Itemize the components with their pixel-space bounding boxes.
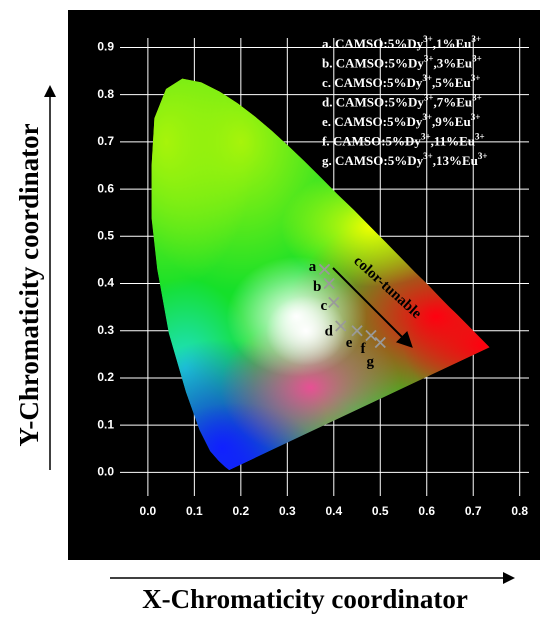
legend-text: ,1%Eu (433, 36, 472, 51)
y-tick-label: 0.3 (97, 323, 114, 337)
legend-text: b. CAMSO:5%Dy (322, 55, 424, 70)
legend-entry: b. CAMSO:5%Dy3+,3%Eu3+ (322, 54, 482, 71)
legend-superscript: 3+ (472, 93, 482, 103)
y-tick-label: 0.7 (97, 134, 114, 148)
point-label: a (309, 259, 317, 275)
y-axis-title: Y-Chromaticity coordinator (14, 123, 44, 446)
legend-text: e. CAMSO:5%Dy (322, 114, 423, 129)
legend-superscript: 3+ (424, 54, 434, 64)
legend-text: ,7%Eu (433, 94, 472, 109)
legend-superscript: 3+ (422, 73, 432, 83)
legend-superscript: 3+ (471, 34, 481, 44)
legend-entry: g. CAMSO:5%Dy3+,13%Eu3+ (322, 151, 488, 168)
legend-superscript: 3+ (471, 112, 481, 122)
legend-text: ,13%Eu (433, 153, 478, 168)
legend-superscript: 3+ (472, 54, 482, 64)
x-tick-label: 0.0 (140, 504, 157, 518)
legend-text: ,3%Eu (433, 55, 472, 70)
point-label: e (346, 335, 353, 351)
point-label: b (313, 279, 321, 295)
x-tick-label: 0.5 (372, 504, 389, 518)
point-label: c (320, 298, 327, 314)
x-tick-label: 0.3 (279, 504, 296, 518)
legend-superscript: 3+ (421, 132, 431, 142)
x-tick-label: 0.7 (465, 504, 482, 518)
legend-text: a. CAMSO:5%Dy (322, 36, 424, 51)
legend-text: ,11%Eu (431, 133, 475, 148)
page: {"chart_data": {"type": "scatter", "x_la… (0, 0, 557, 618)
legend-text: c. CAMSO:5%Dy (322, 75, 423, 90)
legend-entry: f. CAMSO:5%Dy3+,11%Eu3+ (322, 132, 485, 149)
point-label: d (325, 323, 334, 339)
legend-superscript: 3+ (423, 151, 433, 161)
x-tick-label: 0.6 (418, 504, 435, 518)
x-tick-label: 0.2 (232, 504, 249, 518)
legend-text: g. CAMSO:5%Dy (322, 153, 424, 168)
legend-superscript: 3+ (478, 151, 488, 161)
legend-entry: c. CAMSO:5%Dy3+,5%Eu3+ (322, 73, 480, 90)
legend-superscript: 3+ (475, 132, 485, 142)
y-tick-label: 0.1 (97, 417, 114, 431)
legend-entry: d. CAMSO:5%Dy3+,7%Eu3+ (322, 93, 482, 110)
x-tick-label: 0.4 (325, 504, 342, 518)
y-tick-label: 0.4 (97, 276, 114, 290)
y-tick-label: 0.5 (97, 228, 114, 242)
y-tick-label: 0.9 (97, 40, 114, 54)
y-tick-label: 0.2 (97, 370, 114, 384)
legend-superscript: 3+ (422, 112, 432, 122)
legend-superscript: 3+ (424, 93, 434, 103)
x-tick-label: 0.8 (511, 504, 528, 518)
legend-text: ,9%Eu (432, 114, 471, 129)
legend-text: d. CAMSO:5%Dy (322, 94, 424, 109)
legend-entry: e. CAMSO:5%Dy3+,9%Eu3+ (322, 112, 480, 129)
point-label: g (367, 354, 375, 370)
legend-text: ,5%Eu (432, 75, 471, 90)
x-axis-title: X-Chromaticity coordinator (142, 584, 468, 614)
legend-entry: a. CAMSO:5%Dy3+,1%Eu3+ (322, 34, 481, 51)
chart: color-tunableabcdefg X-Chromaticity coor… (0, 0, 557, 618)
legend-superscript: 3+ (423, 34, 433, 44)
y-tick-label: 0.8 (97, 87, 114, 101)
color-blob (266, 296, 346, 366)
x-tick-label: 0.1 (186, 504, 203, 518)
legend-superscript: 3+ (471, 73, 481, 83)
y-tick-label: 0.6 (97, 181, 114, 195)
y-tick-label: 0.0 (97, 465, 114, 479)
legend-text: f. CAMSO:5%Dy (322, 133, 421, 148)
